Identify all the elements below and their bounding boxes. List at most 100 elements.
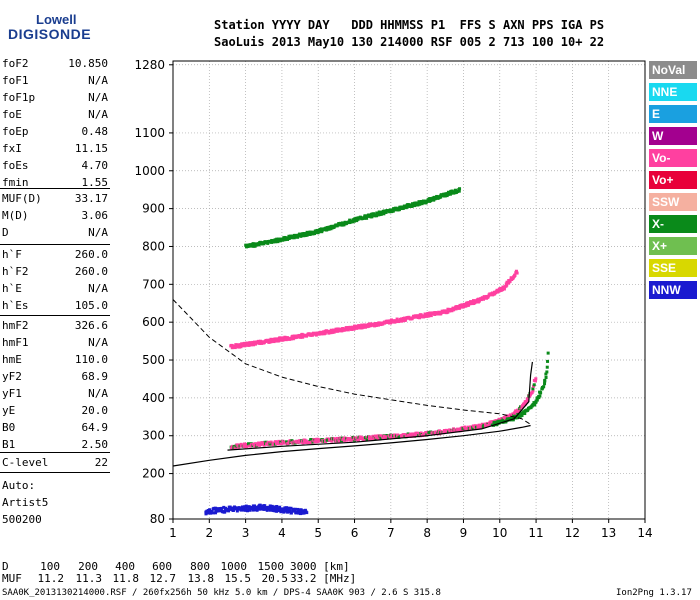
- trace-point: [291, 334, 295, 338]
- trace-point: [461, 428, 465, 432]
- trace-point: [523, 412, 527, 416]
- trace-point: [285, 236, 289, 240]
- trace-point: [220, 506, 224, 510]
- trace-point: [546, 351, 550, 355]
- trace-point: [260, 341, 264, 345]
- trace-point: [289, 337, 293, 341]
- trace-point: [510, 416, 514, 420]
- trace-point: [403, 433, 407, 437]
- y-tick-label: 1000: [134, 164, 165, 178]
- trace-point: [279, 442, 283, 446]
- legend-item-x: X-: [649, 215, 697, 233]
- trace-point: [274, 508, 278, 512]
- x-tick-label: 1: [169, 526, 177, 540]
- trace-point: [395, 317, 399, 321]
- param-value: N/A: [88, 226, 108, 239]
- trace-point: [533, 379, 537, 383]
- trace-point: [511, 418, 515, 422]
- trace-point: [370, 215, 374, 219]
- trace-point: [513, 273, 517, 277]
- trace-point: [487, 423, 491, 427]
- x-tick-label: 12: [565, 526, 580, 540]
- trace-point: [526, 397, 530, 401]
- autoscale-artist: Artist5: [2, 496, 49, 509]
- dashed-curve: [172, 299, 531, 425]
- trace-point: [534, 400, 538, 404]
- param-name: h`F: [2, 248, 22, 261]
- param-value: 260.0: [74, 265, 108, 278]
- param-row-hmf2: hmF2 326.6: [2, 319, 108, 335]
- param-row-foep: foEp 0.48: [2, 125, 108, 141]
- trace-point: [539, 391, 543, 395]
- trace-point: [372, 437, 376, 441]
- trace-point: [462, 302, 466, 306]
- param-name: yF2: [2, 370, 22, 383]
- trace-point: [535, 398, 539, 402]
- param-value: 20.0: [81, 404, 109, 417]
- trace-point: [360, 323, 364, 327]
- trace-point: [520, 413, 524, 417]
- trace-point: [532, 383, 536, 387]
- trace-point: [267, 506, 271, 510]
- trace-point: [397, 208, 401, 212]
- param-value: 4.70: [81, 159, 109, 172]
- param-value: 105.0: [74, 299, 108, 312]
- trace-point: [460, 303, 464, 307]
- trace-point: [416, 314, 420, 318]
- trace-point: [245, 509, 249, 513]
- trace-point: [354, 216, 358, 220]
- trace-point: [243, 508, 247, 512]
- trace-point: [247, 343, 251, 347]
- x-tick-label: 5: [314, 526, 322, 540]
- trace-point: [410, 434, 414, 438]
- trace-point: [330, 439, 334, 443]
- trace-point: [298, 333, 302, 337]
- footer-d-value: 100: [40, 560, 60, 573]
- trace-point: [309, 437, 313, 441]
- trace-point: [275, 509, 279, 513]
- param-row-hf: h`F 260.0: [2, 248, 108, 264]
- trace-point: [525, 400, 529, 404]
- trace-point: [317, 230, 321, 234]
- param-row-fof1p: foF1p N/A: [2, 91, 108, 107]
- param-row-hme: hmE 110.0: [2, 353, 108, 369]
- legend-item-e: E: [649, 105, 697, 123]
- param-name: MUF(D): [2, 192, 42, 205]
- trace-point: [283, 506, 287, 510]
- param-value: N/A: [88, 91, 108, 104]
- trace-point: [273, 339, 277, 343]
- trace-point: [384, 210, 388, 214]
- header-values: SaoLuis 2013 May10 130 214000 RSF 005 2 …: [214, 35, 605, 49]
- trace-point: [542, 385, 546, 389]
- trace-point: [266, 241, 270, 245]
- trace-point: [289, 511, 293, 515]
- trace-point: [429, 314, 433, 318]
- trace-point: [278, 505, 282, 509]
- param-row-b0: B0 64.9: [2, 421, 108, 437]
- param-name: h`Es: [2, 299, 29, 312]
- trace-point: [275, 237, 279, 241]
- trace-point: [534, 377, 538, 381]
- y-tick-label: 600: [142, 315, 165, 329]
- trace-point: [417, 200, 421, 204]
- trace-point: [457, 189, 461, 193]
- footer-muf-value: 15.5: [224, 572, 252, 585]
- trace-point: [379, 212, 383, 216]
- param-name: hmF2: [2, 319, 29, 332]
- trace-point: [420, 202, 424, 206]
- trace-point: [230, 506, 234, 510]
- trace-point: [543, 378, 547, 382]
- trace-point: [263, 504, 267, 508]
- param-row-hf2: h`F2 260.0: [2, 265, 108, 281]
- footer-muf-value: 20.5: [261, 572, 289, 585]
- trace-point: [253, 504, 257, 508]
- legend-item-vo: Vo+: [649, 171, 697, 189]
- legend-item-vo: Vo-: [649, 149, 697, 167]
- trace-point: [286, 509, 290, 513]
- trace-point: [276, 240, 280, 244]
- y-tick-label: 800: [142, 239, 165, 253]
- trace-point: [416, 431, 420, 435]
- trace-point: [323, 331, 327, 335]
- trace-point: [488, 420, 492, 424]
- trace-point: [295, 510, 299, 514]
